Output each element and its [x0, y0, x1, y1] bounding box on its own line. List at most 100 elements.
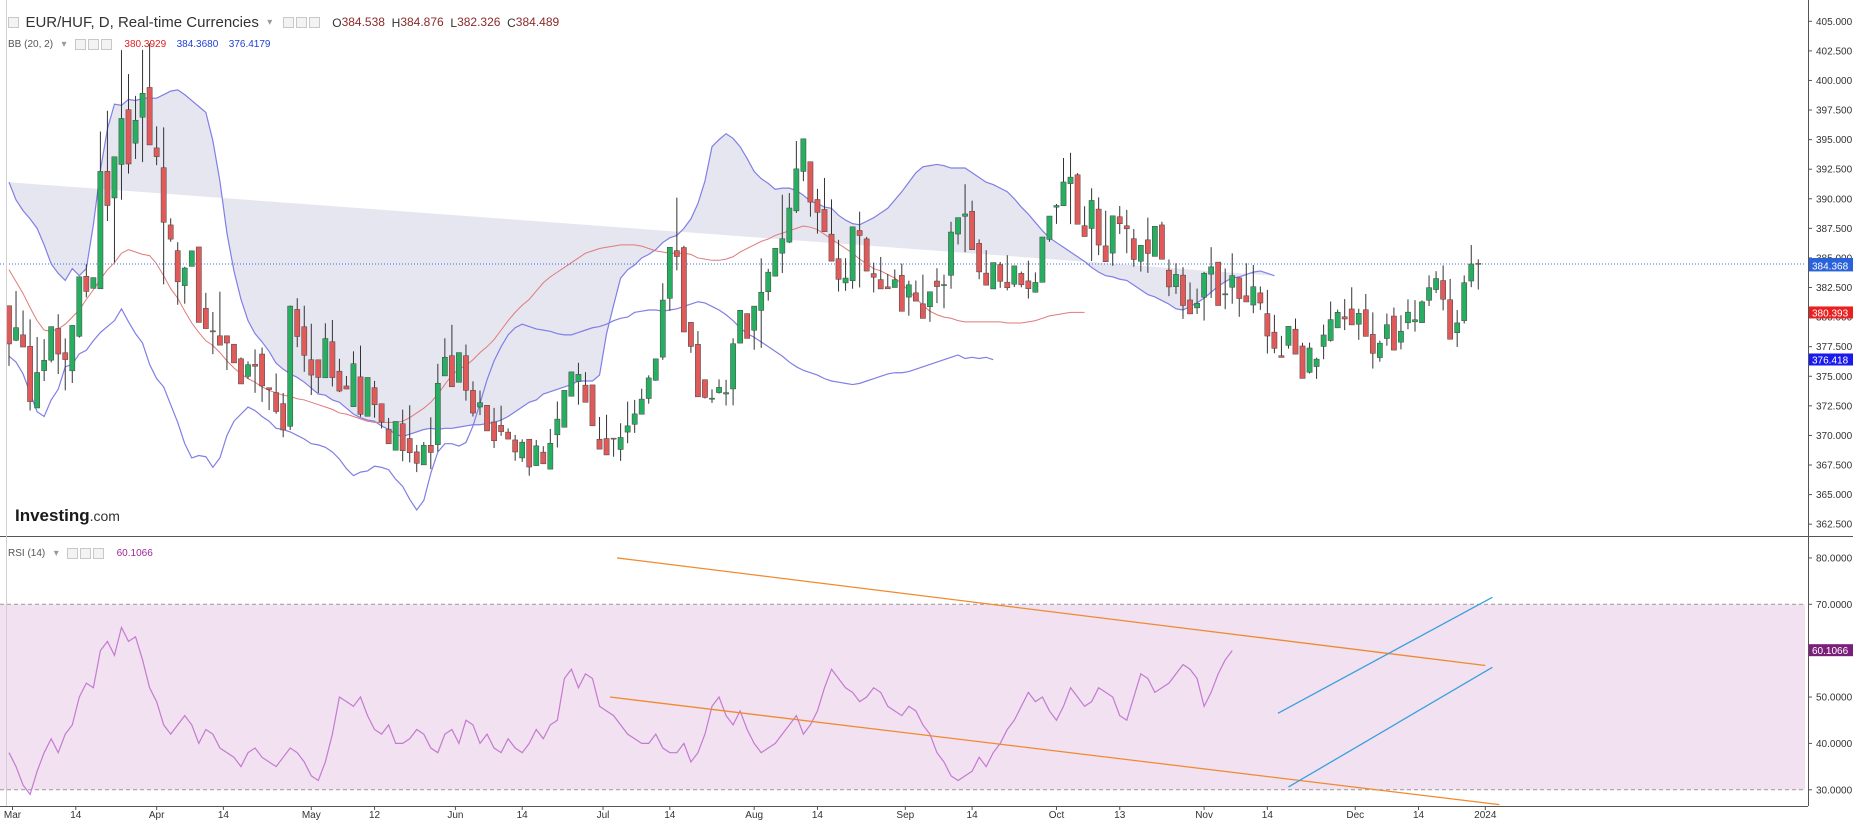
candle[interactable] — [1320, 324, 1327, 360]
rsi-remove-icon[interactable] — [93, 548, 105, 560]
candle[interactable] — [217, 291, 223, 346]
candle[interactable] — [793, 141, 800, 213]
candle[interactable] — [955, 217, 961, 245]
candle[interactable] — [1292, 318, 1299, 355]
candle[interactable] — [392, 421, 399, 451]
trendline[interactable] — [609, 696, 1500, 806]
candle[interactable] — [139, 49, 146, 163]
candle[interactable] — [786, 193, 793, 244]
candle[interactable] — [884, 274, 891, 290]
candle[interactable] — [1215, 261, 1222, 306]
candle[interactable] — [983, 250, 990, 286]
candle[interactable] — [631, 399, 638, 433]
candle[interactable] — [76, 276, 83, 338]
candle[interactable] — [90, 277, 97, 289]
visibility-icon[interactable] — [282, 17, 294, 29]
candle[interactable] — [828, 199, 835, 262]
candle[interactable] — [582, 372, 589, 403]
candle[interactable] — [941, 274, 947, 309]
candle[interactable] — [758, 258, 765, 348]
candle[interactable] — [463, 344, 469, 401]
candle[interactable] — [1109, 215, 1116, 266]
price-pane[interactable] — [0, 0, 1808, 536]
candle[interactable] — [1334, 309, 1341, 329]
candle[interactable] — [1123, 209, 1130, 254]
candle[interactable] — [554, 401, 561, 448]
candle[interactable] — [1412, 300, 1418, 332]
candle[interactable] — [638, 388, 645, 415]
candle[interactable] — [83, 264, 90, 298]
candle[interactable] — [849, 226, 856, 289]
candle[interactable] — [55, 314, 62, 375]
candle[interactable] — [1173, 263, 1179, 294]
candle[interactable] — [723, 379, 729, 406]
candle[interactable] — [1355, 308, 1362, 340]
candle[interactable] — [969, 200, 975, 250]
bb-remove-icon[interactable] — [100, 39, 112, 51]
candle[interactable] — [617, 423, 624, 461]
candle[interactable] — [1067, 152, 1074, 225]
candle[interactable] — [1257, 286, 1264, 310]
candle[interactable] — [1377, 340, 1383, 362]
candle[interactable] — [519, 439, 526, 462]
candle[interactable] — [1116, 205, 1123, 234]
candle[interactable] — [1187, 282, 1193, 315]
candle[interactable] — [870, 262, 877, 293]
candle[interactable] — [1074, 173, 1081, 225]
candle[interactable] — [442, 338, 448, 377]
candle[interactable] — [526, 438, 533, 476]
candle[interactable] — [1004, 255, 1011, 291]
candle[interactable] — [273, 373, 279, 414]
candle[interactable] — [1145, 217, 1151, 273]
candle[interactable] — [1137, 245, 1144, 272]
dropdown-icon[interactable]: ▾ — [267, 17, 273, 29]
candle[interactable] — [624, 401, 631, 444]
candle[interactable] — [772, 247, 779, 277]
candle[interactable] — [399, 409, 406, 462]
candle[interactable] — [434, 363, 441, 452]
candle[interactable] — [1369, 312, 1376, 369]
candle[interactable] — [596, 416, 603, 450]
candle[interactable] — [1440, 265, 1446, 311]
candle[interactable] — [371, 380, 378, 418]
trendline[interactable] — [1277, 596, 1493, 714]
candle[interactable] — [730, 338, 736, 406]
candle[interactable] — [702, 379, 708, 399]
candle[interactable] — [1236, 277, 1243, 317]
candle[interactable] — [1166, 259, 1172, 297]
candle[interactable] — [167, 218, 174, 242]
candle[interactable] — [863, 236, 870, 272]
candle[interactable] — [1461, 275, 1468, 324]
candle[interactable] — [1095, 197, 1102, 256]
candle[interactable] — [688, 322, 694, 353]
candle[interactable] — [1060, 157, 1067, 207]
remove-icon[interactable] — [308, 17, 320, 29]
candle[interactable] — [997, 261, 1004, 288]
candle[interactable] — [484, 405, 490, 432]
candle[interactable] — [1405, 299, 1411, 330]
candle[interactable] — [13, 291, 19, 342]
candle[interactable] — [842, 258, 849, 291]
candle[interactable] — [948, 221, 954, 289]
candle[interactable] — [336, 358, 343, 393]
candle[interactable] — [1433, 271, 1439, 294]
candle[interactable] — [990, 262, 997, 290]
candle[interactable] — [589, 384, 596, 427]
candle[interactable] — [1208, 247, 1214, 298]
candle[interactable] — [877, 256, 884, 290]
rsi-visibility-icon[interactable] — [67, 548, 79, 560]
candle[interactable] — [1180, 267, 1186, 319]
candle[interactable] — [280, 392, 287, 438]
candle[interactable] — [224, 335, 230, 370]
candle[interactable] — [1348, 287, 1355, 326]
candle[interactable] — [174, 242, 181, 305]
candle[interactable] — [20, 310, 26, 348]
candle[interactable] — [259, 347, 265, 402]
candle[interactable] — [561, 390, 568, 428]
candle[interactable] — [765, 268, 772, 301]
candle[interactable] — [48, 326, 55, 363]
candle[interactable] — [413, 444, 420, 473]
bb-settings-icon[interactable] — [87, 39, 99, 51]
candle[interactable] — [1011, 265, 1018, 288]
